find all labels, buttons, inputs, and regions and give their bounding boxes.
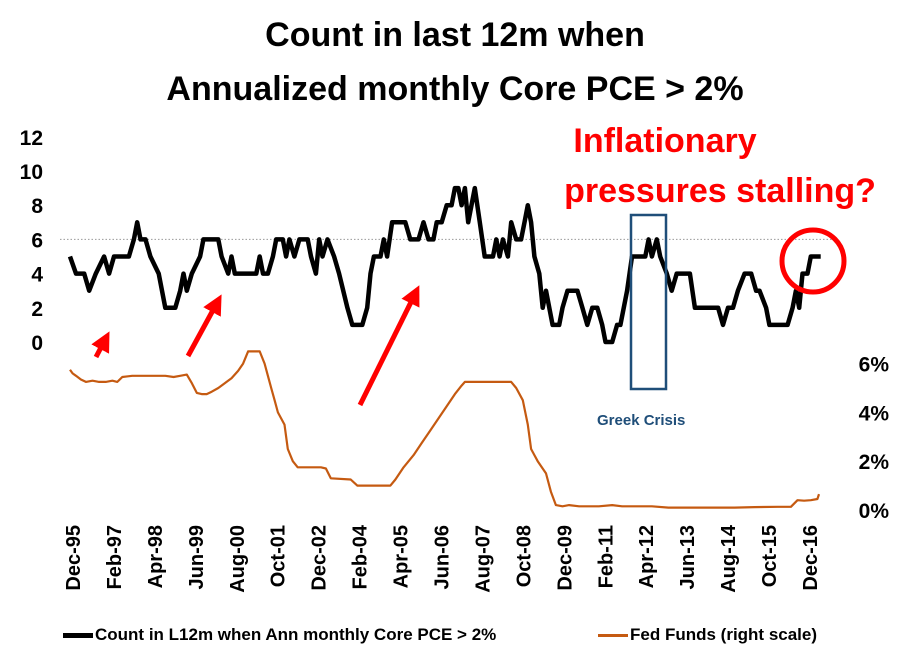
left-tick-label: 8: [31, 195, 43, 218]
x-tick-label: Aug-07: [472, 525, 494, 593]
x-tick-label: Oct-15: [759, 525, 781, 587]
legend-label-count: Count in L12m when Ann monthly Core PCE …: [95, 625, 496, 645]
fed-funds-line: [70, 351, 819, 507]
x-tick-label: Apr-12: [636, 525, 658, 588]
left-tick-label: 6: [31, 229, 43, 252]
red-trend-arrow: [188, 301, 218, 356]
x-tick-label: Dec-95: [63, 525, 85, 591]
x-tick-label: Dec-16: [800, 525, 822, 591]
greek-crisis-label: Greek Crisis: [597, 412, 685, 429]
right-tick-label: 0%: [859, 500, 890, 523]
legend-swatch-count: [63, 633, 93, 638]
x-tick-label: Feb-04: [350, 524, 372, 589]
x-tick-label: Aug-14: [718, 524, 740, 593]
right-tick-label: 4%: [859, 402, 890, 425]
right-tick-label: 6%: [859, 354, 890, 377]
x-tick-label: Oct-01: [268, 525, 290, 587]
chart-canvas: 0 2 4 6 8 10 12 0% 2% 4% 6% Dec-95 Feb-97 Apr-98 Jun…: [0, 0, 910, 662]
x-tick-label: Dec-02: [309, 525, 331, 591]
left-tick-label: 4: [31, 264, 43, 287]
x-tick-label: Apr-98: [145, 525, 167, 588]
x-tick-label: Jun-99: [186, 525, 208, 589]
series-layer: [70, 188, 821, 508]
right-axis-ticks: 0% 2% 4% 6%: [859, 354, 890, 523]
x-tick-label: Apr-05: [391, 525, 413, 588]
right-tick-label: 2%: [859, 451, 890, 474]
x-tick-label: Jun-13: [677, 525, 699, 589]
x-tick-label: Oct-08: [513, 525, 535, 587]
legend-item-fed: Fed Funds (right scale): [598, 625, 817, 645]
legend-item-count: Count in L12m when Ann monthly Core PCE …: [63, 625, 496, 645]
legend-swatch-fed: [598, 634, 628, 637]
x-axis-ticks: Dec-95 Feb-97 Apr-98 Jun-99 Aug-00 Oct-01 Dec-…: [63, 524, 822, 593]
left-tick-label: 12: [20, 127, 43, 150]
legend-label-fed: Fed Funds (right scale): [630, 625, 817, 645]
red-trend-arrow: [96, 338, 106, 357]
x-tick-label: Feb-11: [595, 525, 617, 588]
annotation-text-line2: pressures stalling?: [545, 172, 895, 211]
left-tick-label: 0: [31, 332, 43, 355]
left-tick-label: 2: [31, 298, 43, 321]
x-tick-label: Aug-00: [227, 525, 249, 593]
left-tick-label: 10: [20, 161, 43, 184]
x-tick-label: Jun-06: [432, 525, 454, 589]
x-tick-label: Dec-09: [554, 525, 576, 591]
x-tick-label: Feb-97: [104, 525, 126, 589]
left-axis-ticks: 0 2 4 6 8 10 12: [20, 127, 44, 355]
legend: Count in L12m when Ann monthly Core PCE …: [0, 625, 910, 649]
count-series-line: [70, 188, 821, 342]
annotation-text-line1: Inflationary: [540, 122, 790, 161]
